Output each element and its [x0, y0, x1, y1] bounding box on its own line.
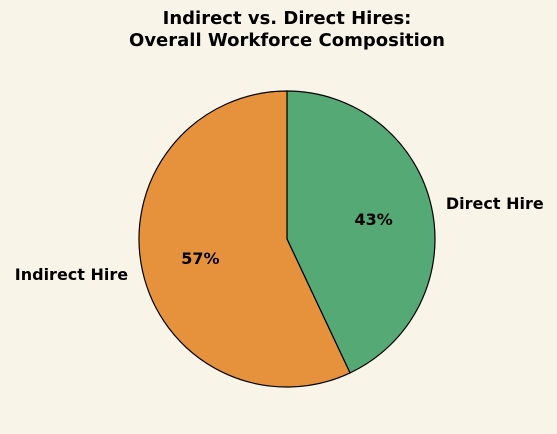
pie-category-label-direct-hire: Direct Hire: [446, 194, 544, 213]
pie-pct-label-indirect-hire: 57%: [181, 249, 219, 268]
chart-title-line-1: Indirect vs. Direct Hires:: [162, 8, 412, 29]
pie-labels: 43% Direct Hire 57% Indirect Hire: [15, 194, 544, 284]
chart-title: Indirect vs. Direct Hires: Overall Workf…: [0, 8, 557, 52]
pie-slices: [138, 90, 436, 388]
pie-category-label-indirect-hire: Indirect Hire: [15, 265, 128, 284]
pie-slice-indirect-hire: [138, 90, 351, 388]
pie-pct-label-direct-hire: 43%: [355, 210, 393, 229]
pie-slice-direct-hire: [286, 90, 436, 374]
chart-title-line-2: Overall Workforce Composition: [129, 30, 445, 51]
